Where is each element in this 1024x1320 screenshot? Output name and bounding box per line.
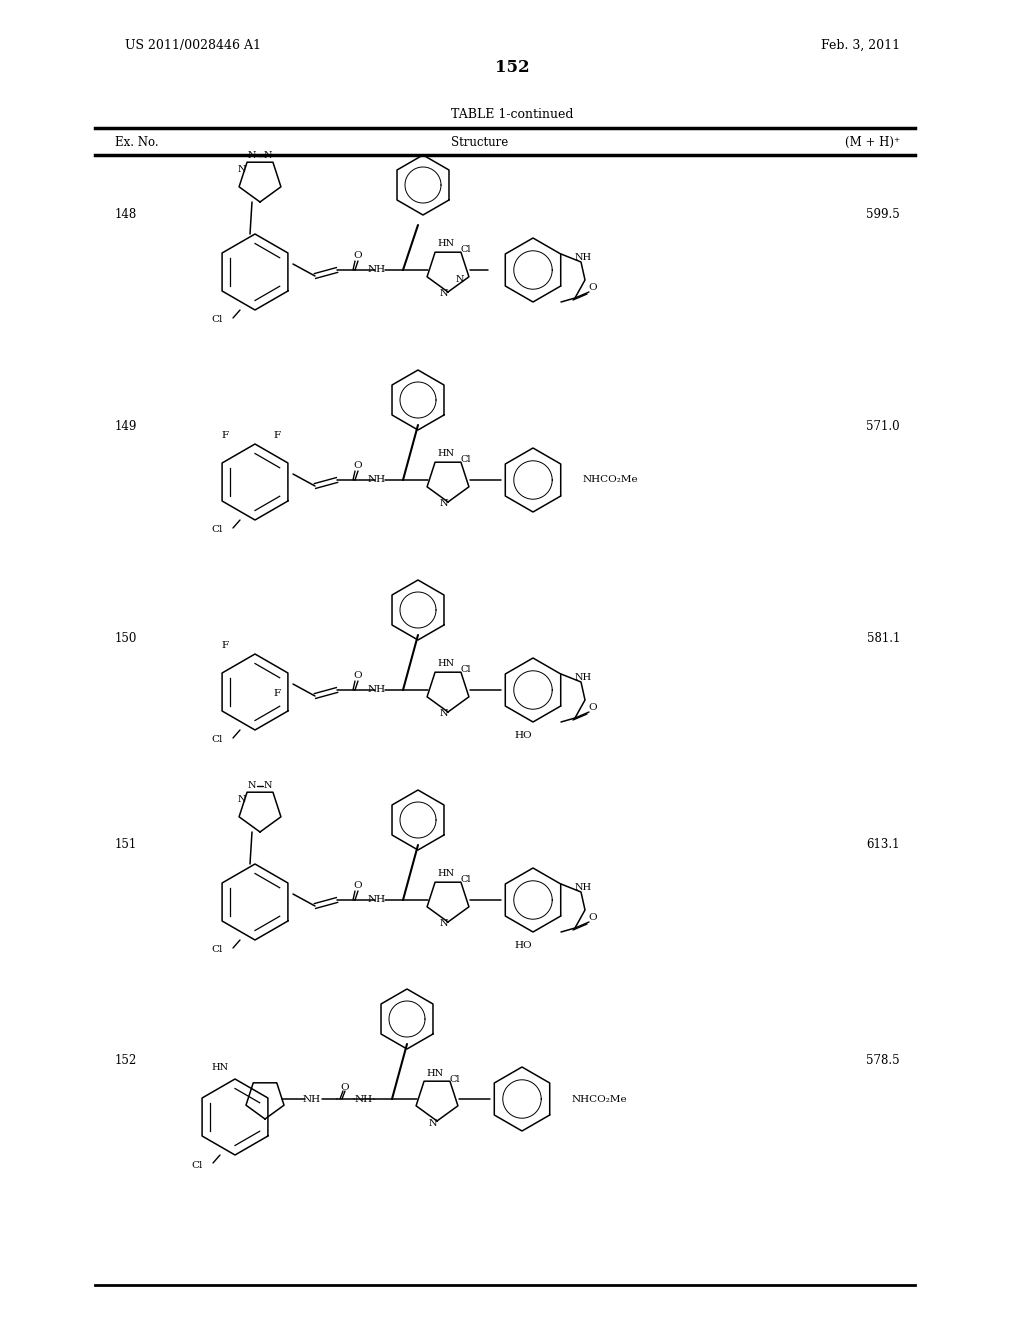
Text: HO: HO (514, 940, 531, 949)
Text: N: N (264, 781, 272, 791)
Text: Feb. 3, 2011: Feb. 3, 2011 (821, 38, 900, 51)
Text: HO: HO (514, 730, 531, 739)
Text: NH: NH (355, 1094, 373, 1104)
Text: HN: HN (211, 1063, 228, 1072)
Text: N: N (439, 920, 449, 928)
Text: Cl: Cl (450, 1074, 460, 1084)
Text: N: N (429, 1118, 437, 1127)
Text: NH: NH (303, 1094, 322, 1104)
Text: O: O (353, 252, 362, 260)
Text: 613.1: 613.1 (866, 838, 900, 851)
Text: NH: NH (368, 685, 386, 694)
Text: N: N (439, 710, 449, 718)
Text: 152: 152 (495, 59, 529, 77)
Text: F: F (273, 432, 281, 441)
Text: F: F (221, 642, 228, 651)
Text: 148: 148 (115, 207, 137, 220)
Text: O: O (353, 882, 362, 891)
Text: NHCO₂Me: NHCO₂Me (583, 475, 639, 484)
Text: 150: 150 (115, 631, 137, 644)
Text: Cl: Cl (211, 315, 222, 325)
Text: O: O (353, 672, 362, 681)
Text: HN: HN (437, 870, 455, 879)
Text: N: N (238, 796, 246, 804)
Text: Ex. No.: Ex. No. (115, 136, 159, 149)
Text: O: O (589, 284, 597, 293)
Text: HN: HN (437, 239, 455, 248)
Text: Cl: Cl (461, 246, 471, 255)
Text: N: N (248, 152, 256, 161)
Text: NHCO₂Me: NHCO₂Me (572, 1094, 628, 1104)
Text: NH: NH (368, 895, 386, 904)
Text: N: N (248, 781, 256, 791)
Text: O: O (341, 1082, 349, 1092)
Text: NH: NH (368, 475, 386, 484)
Text: (M + H)⁺: (M + H)⁺ (845, 136, 900, 149)
Text: NH: NH (574, 673, 592, 682)
Text: N: N (264, 152, 272, 161)
Text: 149: 149 (115, 421, 137, 433)
Text: N: N (456, 276, 464, 285)
Text: 599.5: 599.5 (866, 207, 900, 220)
Text: N: N (238, 165, 246, 174)
Text: NH: NH (574, 883, 592, 892)
Text: NH: NH (574, 253, 592, 263)
Text: Cl: Cl (191, 1160, 203, 1170)
Text: NH: NH (368, 265, 386, 275)
Text: N: N (439, 289, 449, 298)
Text: 152: 152 (115, 1053, 137, 1067)
Text: 151: 151 (115, 838, 137, 851)
Text: F: F (273, 689, 281, 698)
Text: O: O (589, 704, 597, 713)
Text: Cl: Cl (461, 455, 471, 465)
Text: HN: HN (437, 450, 455, 458)
Text: 581.1: 581.1 (866, 631, 900, 644)
Text: O: O (589, 913, 597, 923)
Text: Cl: Cl (211, 945, 222, 954)
Text: Cl: Cl (461, 875, 471, 884)
Text: HN: HN (437, 660, 455, 668)
Text: Cl: Cl (211, 735, 222, 744)
Text: Structure: Structure (452, 136, 509, 149)
Text: US 2011/0028446 A1: US 2011/0028446 A1 (125, 38, 261, 51)
Text: 571.0: 571.0 (866, 421, 900, 433)
Text: Cl: Cl (211, 525, 222, 535)
Text: TABLE 1-continued: TABLE 1-continued (451, 108, 573, 121)
Text: O: O (353, 462, 362, 470)
Text: F: F (221, 432, 228, 441)
Text: HN: HN (426, 1068, 443, 1077)
Text: N: N (439, 499, 449, 508)
Text: 578.5: 578.5 (866, 1053, 900, 1067)
Text: Cl: Cl (461, 665, 471, 675)
